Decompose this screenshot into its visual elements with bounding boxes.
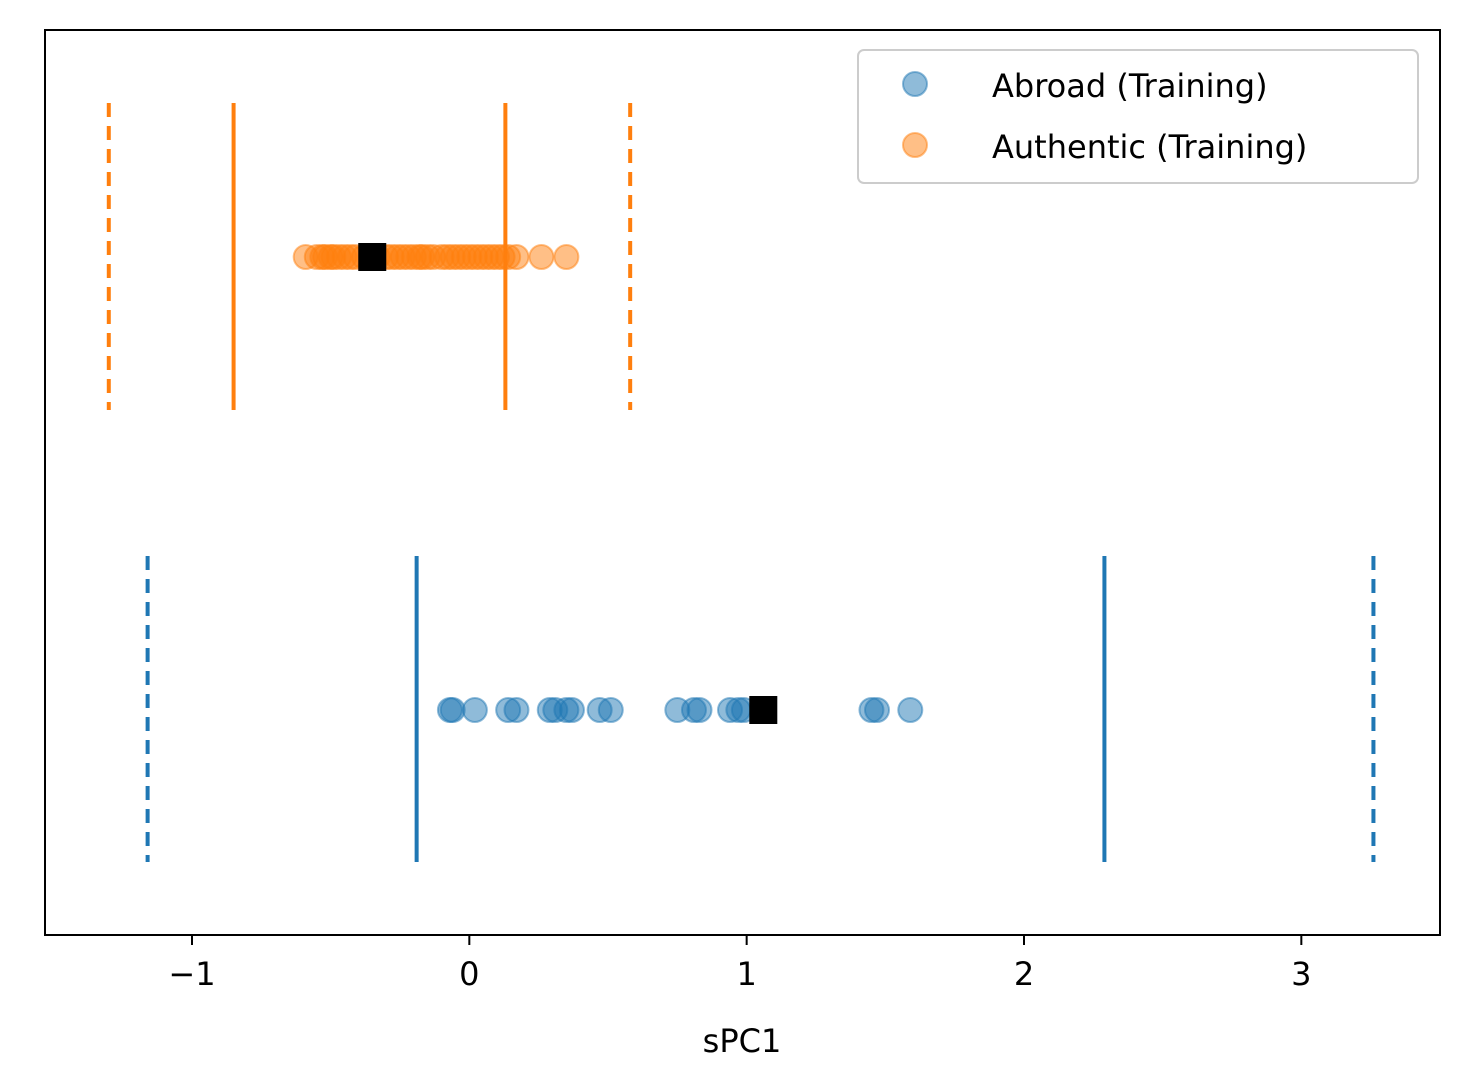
abroad-point-8 [558,697,585,723]
x-tick-label-2: 1 [736,955,756,993]
legend-marker-authentic [902,132,928,158]
legend-marker-abroad [902,71,928,97]
abroad-point-2 [461,697,488,723]
x-tick-label-4: 3 [1291,955,1311,993]
legend-box [857,49,1419,184]
abroad-point-1 [439,697,466,723]
abroad-mean-marker [749,696,778,724]
abroad-point-19 [897,697,924,723]
mean-markers [358,243,778,724]
x-axis-label: sPC1 [703,1022,782,1060]
x-tick-label-0: −1 [168,955,215,993]
abroad-point-4 [503,697,530,723]
x-tick-label-1: 0 [459,955,479,993]
authentic-point-37 [528,244,555,270]
x-tick-label-3: 2 [1014,955,1034,993]
legend-label-authentic: Authentic (Training) [992,128,1307,166]
legend: Abroad (Training) Authentic (Training) [857,49,1419,184]
limit-lines [106,103,1376,862]
authentic-mean-marker [358,243,387,271]
authentic-point-36 [503,244,530,270]
abroad-point-13 [686,697,713,723]
abroad-point-10 [597,697,624,723]
authentic-point-38 [553,244,580,270]
x-axis-ticks: −1 0 1 2 3 [168,935,1312,993]
plot-area-frame [44,29,1441,936]
legend-label-abroad: Abroad (Training) [992,67,1268,105]
data-points [292,244,924,723]
abroad-point-18 [864,697,891,723]
